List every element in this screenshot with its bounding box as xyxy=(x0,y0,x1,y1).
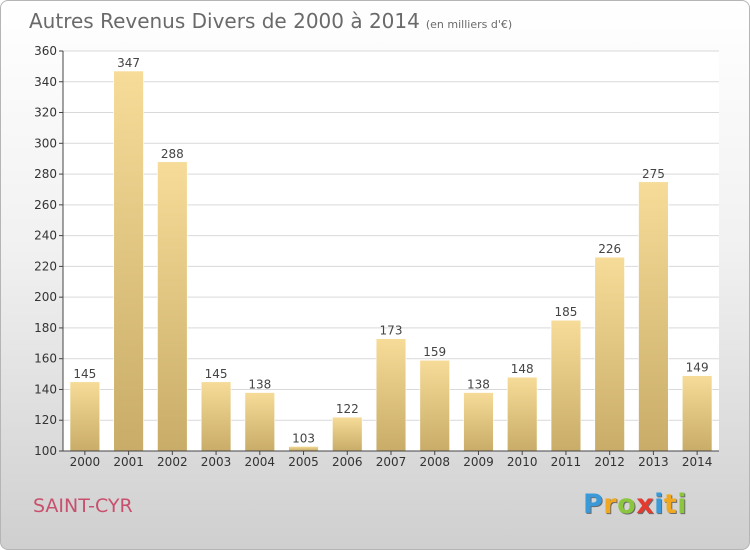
bar-value-label: 122 xyxy=(336,402,359,416)
y-tick-label: 280 xyxy=(34,167,57,181)
x-tick-label: 2001 xyxy=(113,455,144,469)
x-tick-label: 2010 xyxy=(507,455,538,469)
y-tick-label: 120 xyxy=(34,413,57,427)
y-tick-label: 360 xyxy=(34,44,57,58)
bar xyxy=(244,392,275,452)
y-tick-label: 340 xyxy=(34,75,57,89)
logo-letter: P xyxy=(583,489,604,520)
bar-value-label: 103 xyxy=(292,431,315,445)
bar xyxy=(507,376,538,452)
bar xyxy=(638,181,669,452)
bar-value-label: 275 xyxy=(642,167,665,181)
bar-value-label: 138 xyxy=(467,378,490,392)
x-tick-label: 2006 xyxy=(332,455,363,469)
bar-value-label: 159 xyxy=(423,345,446,359)
x-tick-label: 2014 xyxy=(682,455,713,469)
bar-value-label: 149 xyxy=(686,361,709,375)
y-tick-label: 200 xyxy=(34,290,57,304)
bar xyxy=(288,446,319,452)
y-tick-label: 260 xyxy=(34,198,57,212)
bar-value-label: 145 xyxy=(73,367,96,381)
logo-letter: o xyxy=(617,489,637,520)
bar xyxy=(681,375,713,452)
bar-value-label: 185 xyxy=(554,305,577,319)
logo-letter: i xyxy=(677,489,688,520)
bar xyxy=(463,392,494,452)
chart-title: Autres Revenus Divers de 2000 à 2014 (en … xyxy=(29,9,512,33)
bar xyxy=(419,359,450,452)
bar xyxy=(113,70,144,452)
bar-value-label: 138 xyxy=(248,378,271,392)
x-tick-label: 2011 xyxy=(551,455,582,469)
x-tick-label: 2013 xyxy=(638,455,669,469)
y-tick-label: 220 xyxy=(34,259,57,273)
logo-letter: i xyxy=(654,489,664,520)
y-tick-label: 160 xyxy=(34,352,57,366)
logo-letter: x xyxy=(636,489,655,520)
logo-letter: r xyxy=(603,489,618,520)
bar xyxy=(550,319,582,452)
x-tick-label: 2005 xyxy=(288,455,319,469)
x-tick-label: 2008 xyxy=(419,455,450,469)
bar-value-label: 148 xyxy=(511,362,534,376)
x-tick-label: 2007 xyxy=(376,455,407,469)
x-tick-label: 2002 xyxy=(157,455,188,469)
bar xyxy=(332,416,363,452)
bar-value-label: 145 xyxy=(205,367,228,381)
y-tick-label: 320 xyxy=(34,106,57,120)
bar-value-label: 173 xyxy=(380,324,403,338)
bar xyxy=(157,161,188,452)
y-tick-label: 100 xyxy=(34,444,57,458)
bar xyxy=(200,381,232,452)
bar xyxy=(594,256,625,452)
y-tick-label: 180 xyxy=(34,321,57,335)
bar-value-label: 226 xyxy=(598,242,621,256)
chart-unit-note: (en milliers d'€) xyxy=(425,18,513,31)
proxiti-logo: Proxiti xyxy=(583,489,687,520)
y-tick-label: 240 xyxy=(34,229,57,243)
bar-value-label: 288 xyxy=(161,147,184,161)
x-tick-label: 2004 xyxy=(245,455,276,469)
bar xyxy=(375,338,407,452)
y-tick-label: 140 xyxy=(34,382,57,396)
bar xyxy=(69,381,101,452)
bar-value-label: 347 xyxy=(117,56,140,70)
logo-letter: t xyxy=(663,489,678,520)
x-tick-label: 2000 xyxy=(70,455,101,469)
y-tick-label: 300 xyxy=(34,136,57,150)
x-tick-label: 2012 xyxy=(594,455,625,469)
place-name: SAINT-CYR xyxy=(33,495,133,517)
chart-title-text: Autres Revenus Divers de 2000 à 2014 xyxy=(29,9,420,33)
x-tick-label: 2009 xyxy=(463,455,494,469)
x-tick-label: 2003 xyxy=(201,455,232,469)
